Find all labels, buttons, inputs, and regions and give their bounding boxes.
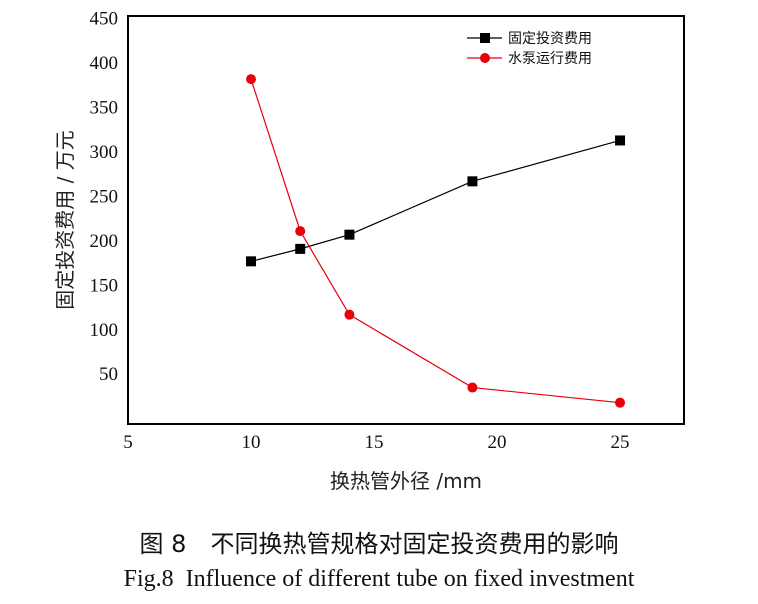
legend-label-fixed-investment: 固定投资费用 [508,31,592,47]
x-tick-label: 15 [365,432,384,453]
data-point-square [246,256,257,267]
plot-frame [127,15,685,425]
data-point-circle [467,382,478,393]
y-tick-label: 250 [90,186,119,207]
x-tick-label: 20 [488,432,507,453]
y-tick-label: 50 [99,364,118,385]
x-axis-label: 换热管外径 /mm [330,469,482,493]
legend: 固定投资费用 水泵运行费用 [467,31,592,67]
x-tick-label: 10 [242,432,261,453]
series-line-1 [250,78,621,404]
figure-caption-chinese: 图 8 不同换热管规格对固定投资费用的影响 [139,530,619,558]
y-tick-label: 100 [90,320,119,341]
legend-marker-square [480,33,490,43]
data-point-square [344,229,355,240]
y-tick-label: 300 [90,142,119,163]
y-tick-label: 200 [90,231,119,252]
y-tick-label: 450 [90,9,119,30]
legend-marker-circle [480,53,490,63]
x-tick-label: 25 [611,432,630,453]
y-axis-label: 固定投资费用 / 万元 [53,130,77,309]
data-point-circle [615,397,626,408]
figure-caption-english: Fig.8 Influence of different tube on fix… [123,566,635,592]
y-tick-label: 150 [90,275,119,296]
data-point-circle [344,309,355,320]
data-point-square [295,243,306,254]
y-tick-label: 350 [90,98,119,119]
data-point-square [467,176,478,187]
data-point-circle [246,74,257,85]
data-point-circle [295,226,306,237]
data-point-square [615,135,626,146]
legend-label-pump-operation: 水泵运行费用 [508,51,592,67]
x-tick-label: 5 [123,432,133,453]
y-tick-label: 400 [90,53,119,74]
line-chart: 5 10 15 20 25 50 100 150 200 250 300 350 400 450 换热管外… [53,9,685,493]
series-line-0 [250,139,621,262]
